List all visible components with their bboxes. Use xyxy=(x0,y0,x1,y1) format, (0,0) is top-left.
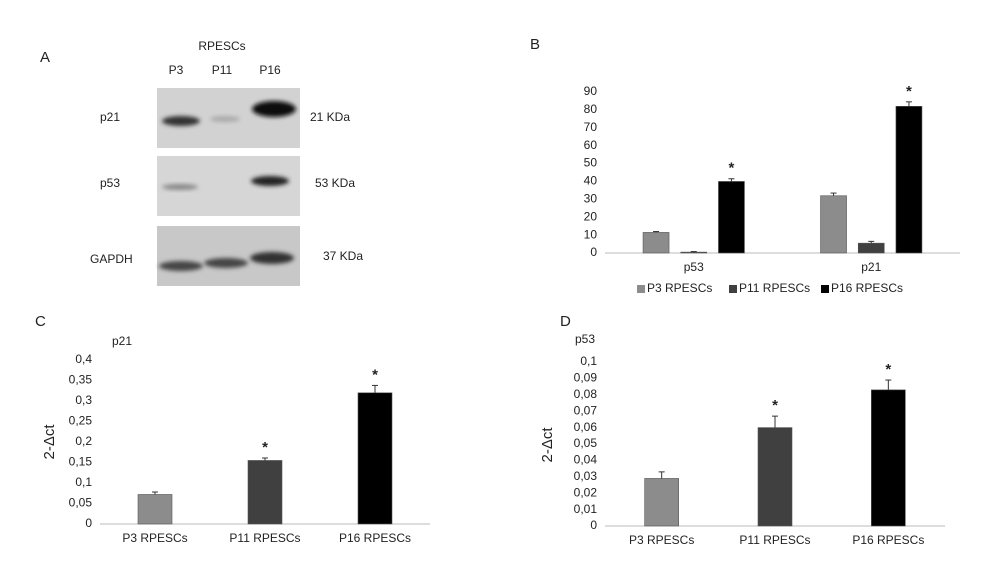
legend-label: P3 RPESCs xyxy=(647,281,712,295)
band xyxy=(162,116,200,126)
y-tick-label: 40 xyxy=(584,174,598,188)
y-tick-label: 0,02 xyxy=(574,485,598,499)
y-tick-label: 0,3 xyxy=(75,393,92,407)
y-tick-label: 70 xyxy=(584,120,598,134)
row-label: GAPDH xyxy=(90,252,133,266)
bar xyxy=(247,460,283,525)
x-tick-label: P11 RPESCs xyxy=(229,531,300,545)
y-tick-label: 50 xyxy=(584,156,598,170)
y-tick-label: 0,35 xyxy=(69,373,93,387)
lane-label: P11 xyxy=(212,63,233,77)
significance: * xyxy=(906,83,912,100)
lane-label: P3 xyxy=(169,63,184,77)
y-tick-label: 0,05 xyxy=(69,496,93,510)
panel-label: B xyxy=(530,36,540,53)
bar xyxy=(644,478,679,527)
chart-title: p53 xyxy=(575,332,595,346)
y-axis-label: 2-Δct xyxy=(539,427,556,463)
x-tick-label: P3 RPESCs xyxy=(629,533,694,547)
row-label: p53 xyxy=(100,176,120,190)
y-tick-label: 0 xyxy=(590,245,597,259)
bar xyxy=(357,392,393,525)
legend-swatch xyxy=(729,285,737,293)
band xyxy=(251,176,289,186)
bar xyxy=(895,106,923,254)
y-tick-label: 0,15 xyxy=(69,455,93,469)
panel-label: A xyxy=(40,49,50,66)
bar xyxy=(680,251,708,254)
y-tick-label: 0,07 xyxy=(574,403,598,417)
y-tick-label: 0,09 xyxy=(574,371,598,385)
y-tick-label: 30 xyxy=(584,192,598,206)
size-label: 37 KDa xyxy=(323,249,363,263)
significance: * xyxy=(729,160,735,177)
significance: * xyxy=(772,397,778,414)
blot-title: RPESCs xyxy=(198,39,245,53)
significance: * xyxy=(372,366,378,383)
panel-label: D xyxy=(560,313,571,330)
y-tick-label: 0,03 xyxy=(574,469,598,483)
y-tick-label: 0,04 xyxy=(574,453,598,467)
band xyxy=(210,116,240,122)
band xyxy=(204,258,248,268)
y-axis-label: 2-Δct xyxy=(41,424,58,460)
y-tick-label: 90 xyxy=(584,84,598,98)
y-tick-label: 0,08 xyxy=(574,387,598,401)
bar xyxy=(642,232,670,254)
significance: * xyxy=(885,361,891,378)
y-tick-label: 0,01 xyxy=(574,502,598,516)
legend-swatch xyxy=(637,285,645,293)
legend-label: P16 RPESCs xyxy=(831,281,903,295)
x-tick-label: p53 xyxy=(684,260,704,274)
y-tick-label: 0,06 xyxy=(574,420,598,434)
panel-label: C xyxy=(35,313,46,330)
y-tick-label: 60 xyxy=(584,138,598,152)
x-tick-label: p21 xyxy=(861,260,881,274)
y-tick-label: 0 xyxy=(590,518,597,532)
y-tick-label: 10 xyxy=(584,227,598,241)
x-tick-label: P3 RPESCs xyxy=(122,531,187,545)
y-tick-label: 0,05 xyxy=(574,436,598,450)
y-tick-label: 0,4 xyxy=(75,352,92,366)
size-label: 53 KDa xyxy=(315,176,355,190)
y-tick-label: 0,1 xyxy=(75,475,92,489)
band xyxy=(162,184,198,190)
y-tick-label: 20 xyxy=(584,209,598,223)
legend-label: P11 RPESCs xyxy=(739,281,810,295)
y-tick-label: 0,25 xyxy=(69,414,93,428)
blot xyxy=(157,88,300,286)
y-tick-label: 80 xyxy=(584,102,598,116)
y-tick-label: 0,1 xyxy=(580,354,597,368)
x-tick-label: P11 RPESCs xyxy=(739,533,810,547)
y-tick-label: 0,2 xyxy=(75,434,92,448)
chart-title: p21 xyxy=(112,334,132,348)
size-label: 21 KDa xyxy=(310,110,350,124)
bar xyxy=(718,181,745,254)
x-tick-label: P16 RPESCs xyxy=(339,531,411,545)
row-label: p21 xyxy=(100,110,120,124)
bar xyxy=(820,195,847,254)
band xyxy=(252,101,296,117)
significance: * xyxy=(262,439,268,456)
lane-label: P16 xyxy=(259,63,281,77)
y-tick-label: 0 xyxy=(85,516,92,530)
band xyxy=(250,252,294,264)
band xyxy=(159,261,203,271)
bar xyxy=(137,494,173,525)
bar xyxy=(757,427,793,527)
bar xyxy=(857,242,885,254)
bar xyxy=(871,389,906,527)
x-tick-label: P16 RPESCs xyxy=(852,533,924,547)
legend-swatch xyxy=(821,285,829,293)
